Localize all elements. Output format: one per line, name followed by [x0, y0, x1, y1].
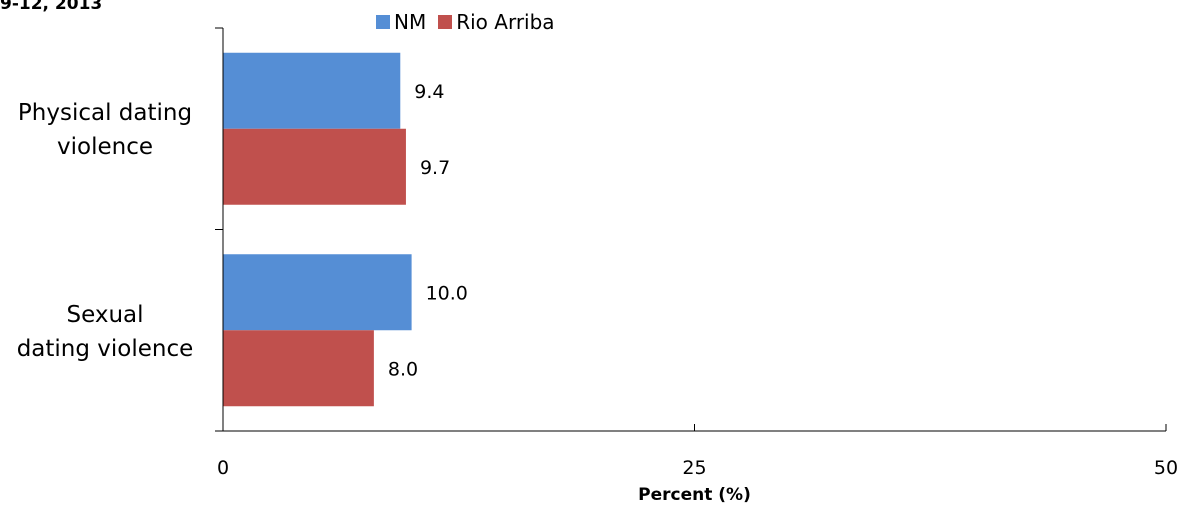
category-label-physical-dating-violence: Physical dating violence — [0, 96, 210, 164]
category-label-line: Sexual — [66, 302, 144, 328]
data-label-nm: 10.0 — [426, 282, 468, 304]
data-label-rio-arriba: 9.7 — [420, 157, 450, 179]
legend-label-nm: NM — [394, 10, 427, 34]
legend: NM Rio Arriba — [376, 10, 567, 34]
category-label-line: violence — [57, 134, 153, 160]
bar-nm — [223, 52, 401, 129]
bar-rio-arriba — [223, 330, 374, 407]
x-tick-label: 25 — [682, 457, 706, 479]
legend-swatch-rio-arriba — [438, 15, 453, 29]
legend-swatch-nm — [376, 15, 390, 29]
x-axis-title: Percent (%) — [638, 485, 751, 505]
x-tick-label: 0 — [217, 457, 229, 479]
data-label-rio-arriba: 8.0 — [388, 358, 418, 380]
category-label-line: Physical dating — [17, 100, 193, 126]
chart-title-fragment: 9-12, 2013 — [0, 0, 103, 14]
legend-label-rio-arriba: Rio Arriba — [456, 10, 555, 34]
bar-nm — [223, 254, 412, 331]
category-label-line: dating violence — [16, 336, 194, 362]
legend-item-rio-arriba: Rio Arriba — [438, 10, 555, 34]
category-label-sexual-dating-violence: Sexual dating violence — [0, 298, 210, 366]
x-tick-label: 50 — [1154, 457, 1178, 479]
bar-rio-arriba — [223, 128, 406, 205]
data-label-nm: 9.4 — [414, 81, 444, 103]
legend-item-nm: NM — [376, 10, 426, 34]
